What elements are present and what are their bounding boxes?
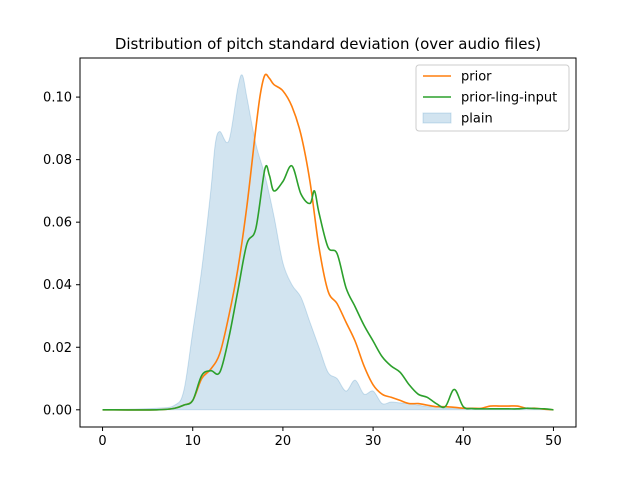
x-tick-label: 40 — [455, 434, 472, 449]
y-tick-label: 0.00 — [43, 403, 72, 418]
legend-swatch-plain — [422, 112, 452, 124]
legend-box — [415, 64, 570, 132]
legend-label-plain: plain — [461, 112, 493, 127]
series-line-prior-ling-input — [102, 164, 554, 411]
x-tick-label: 50 — [545, 434, 562, 449]
axes-layer: 0 10 20 30 40 50 0.00 0.02 0.04 0.06 0.08 0.10 — [43, 57, 577, 449]
series-line-prior — [102, 73, 554, 411]
series-layer — [102, 73, 554, 411]
x-tick-label: 30 — [365, 434, 382, 449]
legend-label-prior-ling-input: prior-ling-input — [461, 91, 557, 106]
y-tick-label: 0.08 — [43, 153, 72, 168]
legend-label-prior: prior — [461, 70, 492, 85]
y-tick-label: 0.10 — [43, 91, 72, 106]
chart-title: Distribution of pitch standard deviation… — [115, 35, 541, 53]
y-tick-label: 0.02 — [43, 341, 72, 356]
y-tick-label: 0.04 — [43, 278, 72, 293]
axes-frame — [79, 57, 577, 428]
x-tick-label: 0 — [98, 434, 106, 449]
x-tick-label: 20 — [275, 434, 292, 449]
y-tick-label: 0.06 — [43, 216, 72, 231]
x-tick-label: 10 — [184, 434, 201, 449]
legend: prior prior-ling-input plain — [415, 64, 570, 132]
